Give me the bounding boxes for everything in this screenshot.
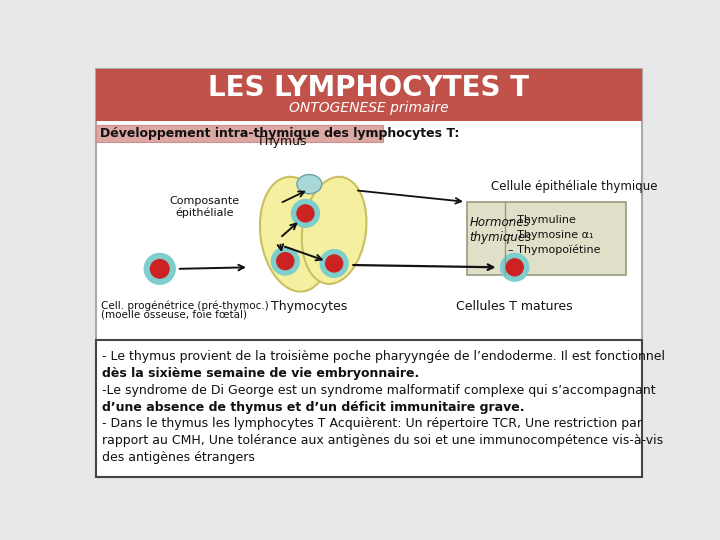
Text: d’une absence de thymus et d’un déficit immunitaire grave.: d’une absence de thymus et d’un déficit … xyxy=(102,401,524,414)
FancyBboxPatch shape xyxy=(96,125,383,142)
Circle shape xyxy=(500,253,528,281)
Text: Thymocytes: Thymocytes xyxy=(271,300,348,313)
FancyBboxPatch shape xyxy=(96,69,642,477)
Ellipse shape xyxy=(297,174,322,194)
Text: - Dans le thymus les lymphocytes T Acquièrent: Un répertoire TCR, Une restrictio: - Dans le thymus les lymphocytes T Acqui… xyxy=(102,417,642,430)
Text: ONTOGENESE primaire: ONTOGENESE primaire xyxy=(289,101,449,115)
Circle shape xyxy=(325,255,343,272)
FancyBboxPatch shape xyxy=(96,340,642,477)
Circle shape xyxy=(150,260,169,278)
Circle shape xyxy=(276,253,294,269)
Text: dès la sixième semaine de vie embryonnaire.: dès la sixième semaine de vie embryonnai… xyxy=(102,367,419,380)
FancyBboxPatch shape xyxy=(467,202,626,275)
Text: rapport au CMH, Une tolérance aux antigènes du soi et une immunocompétence vis-à: rapport au CMH, Une tolérance aux antigè… xyxy=(102,434,662,448)
Text: Hormones
thymiques: Hormones thymiques xyxy=(469,217,532,244)
Text: Composante
épithéliale: Composante épithéliale xyxy=(170,196,240,218)
Text: Cell. progénétrice (pré-thymoc.): Cell. progénétrice (pré-thymoc.) xyxy=(101,300,269,311)
Text: Cellule épithéliale thymique: Cellule épithéliale thymique xyxy=(492,180,658,193)
Text: Thymus: Thymus xyxy=(258,135,307,148)
Text: LES LYMPHOCYTES T: LES LYMPHOCYTES T xyxy=(209,74,529,102)
Text: Développement intra-thymique des lymphocytes T:: Développement intra-thymique des lymphoc… xyxy=(100,127,459,140)
Text: (moelle osseuse, foie fœtal): (moelle osseuse, foie fœtal) xyxy=(101,309,247,320)
Text: - Le thymus provient de la troisième poche pharyyngée de l’endoderme. Il est fon: - Le thymus provient de la troisième poc… xyxy=(102,350,665,363)
Text: – Thymuline
– Thymosine α₁
– Thymopoïétine: – Thymuline – Thymosine α₁ – Thymopoïéti… xyxy=(508,215,600,255)
Ellipse shape xyxy=(260,177,331,292)
Text: Cellules T matures: Cellules T matures xyxy=(456,300,573,313)
Circle shape xyxy=(271,247,300,275)
Circle shape xyxy=(292,200,320,227)
Circle shape xyxy=(297,205,314,222)
Circle shape xyxy=(320,249,348,278)
Text: -Le syndrome de Di George est un syndrome malformatif complexe qui s’accompagnan: -Le syndrome de Di George est un syndrom… xyxy=(102,383,655,396)
Circle shape xyxy=(144,253,175,284)
Circle shape xyxy=(506,259,523,276)
Ellipse shape xyxy=(302,177,366,284)
FancyBboxPatch shape xyxy=(96,69,642,121)
Text: des antigènes étrangers: des antigènes étrangers xyxy=(102,451,254,464)
